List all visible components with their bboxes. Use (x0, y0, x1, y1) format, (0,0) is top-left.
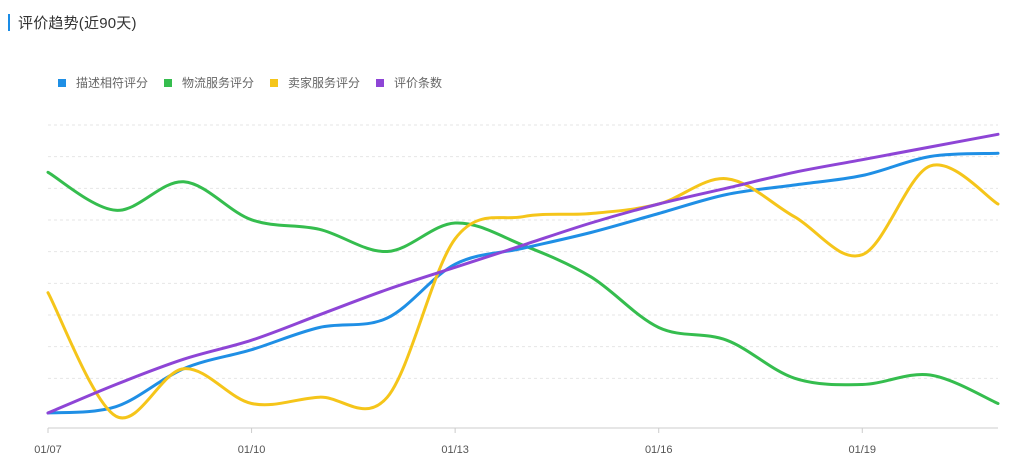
legend-swatch (376, 78, 385, 87)
legend-label: 评价条数 (394, 76, 443, 90)
chart-header: 评价趋势(近90天) (8, 12, 137, 32)
title-accent-bar (8, 13, 10, 31)
x-tick-label: 01/13 (441, 444, 469, 456)
legend-swatch (164, 78, 173, 87)
legend-item-卖家服务评分[interactable]: 卖家服务评分 (270, 74, 360, 91)
legend-item-描述相符评分[interactable]: 描述相符评分 (58, 74, 148, 91)
series-line-评价条数[interactable] (46, 132, 1000, 415)
series-line-卖家服务评分[interactable] (46, 163, 1000, 420)
legend-swatch (270, 78, 279, 87)
legend-item-物流服务评分[interactable]: 物流服务评分 (164, 74, 254, 91)
legend-label: 物流服务评分 (182, 76, 255, 90)
x-tick-label: 01/16 (645, 444, 673, 456)
x-tick-label: 01/10 (238, 444, 266, 456)
x-tick-label: 01/07 (34, 444, 62, 456)
x-tick-label: 01/19 (849, 444, 877, 456)
legend-label: 卖家服务评分 (288, 76, 361, 90)
chart-title: 评价趋势(近90天) (18, 14, 137, 32)
legend-swatch (58, 78, 66, 87)
series-line-描述相符评分[interactable] (46, 151, 1000, 415)
legend-item-评价条数[interactable]: 评价条数 (376, 74, 442, 91)
chart-legend: 描述相符评分 物流服务评分 卖家服务评分 评价条数 (58, 74, 458, 91)
legend-label: 描述相符评分 (76, 76, 149, 90)
